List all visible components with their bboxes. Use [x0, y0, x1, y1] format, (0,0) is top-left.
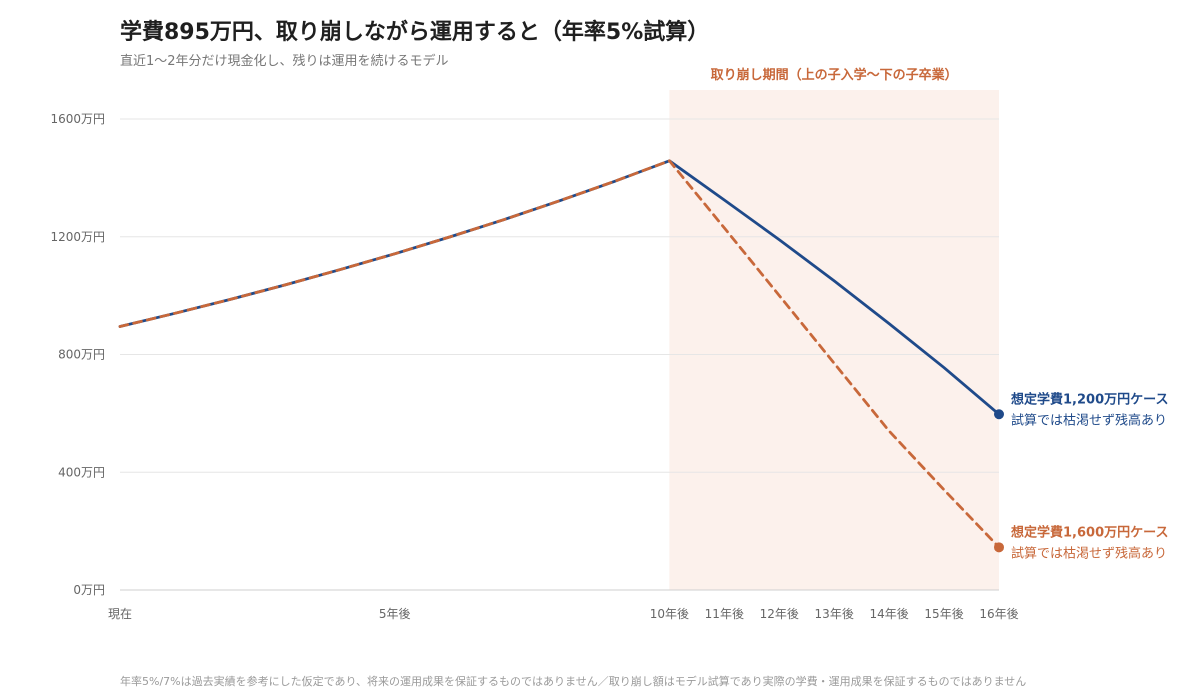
x-tick-label: 12年後 — [760, 607, 799, 621]
y-tick-label: 1200万円 — [50, 230, 105, 244]
y-gridlines — [120, 118, 999, 591]
x-tick-label: 13年後 — [815, 607, 854, 621]
withdrawal-period-region — [669, 90, 999, 590]
series-name-label: 想定学費1,600万円ケース — [1011, 524, 1168, 540]
series-name-label: 想定学費1,200万円ケース — [1011, 391, 1168, 407]
x-axis-ticks: 現在 5年後 10年後 11年後 12年後 13年後 14年後 15年後 16年後 — [108, 607, 1019, 621]
chart-subtitle: 直近1〜2年分だけ現金化し、残りは運用を続けるモデル — [120, 54, 449, 69]
series-note-label: 試算では枯渇せず残高あり — [1011, 412, 1167, 428]
chart-title: 学費895万円、取り崩しながら運用すると（年率5%試算） — [120, 20, 710, 45]
y-tick-label: 1600万円 — [50, 112, 105, 126]
x-tick-label: 16年後 — [979, 607, 1018, 621]
x-tick-label: 15年後 — [924, 607, 963, 621]
series-endpoint-1 — [994, 542, 1004, 553]
x-tick-label: 14年後 — [869, 607, 908, 621]
x-tick-label: 11年後 — [705, 607, 744, 621]
y-axis-ticks: 0万円 400万円 800万円 1200万円 1600万円 — [50, 112, 105, 597]
x-tick-label: 10年後 — [650, 607, 689, 621]
y-tick-label: 800万円 — [58, 348, 105, 362]
y-tick-label: 400万円 — [58, 465, 105, 479]
series-lines — [118, 159, 1001, 549]
series-endpoints — [994, 409, 1004, 553]
series-labels: 想定学費1,200万円ケース試算では枯渇せず残高あり想定学費1,600万円ケース… — [1011, 391, 1168, 561]
x-tick-label: 現在 — [108, 607, 132, 621]
withdrawal-period-label: 取り崩し期間（上の子入学〜下の子卒業） — [711, 67, 958, 83]
series-note-label: 試算では枯渇せず残高あり — [1011, 545, 1167, 561]
x-tick-label: 5年後 — [379, 607, 411, 621]
y-tick-label: 0万円 — [73, 583, 105, 597]
disclaimer-footnote: 年率5%/7%は過去実績を参考にした仮定であり、将来の運用成果を保証するものでは… — [120, 675, 1027, 688]
series-line-1 — [118, 159, 1001, 549]
series-endpoint-0 — [994, 409, 1004, 420]
